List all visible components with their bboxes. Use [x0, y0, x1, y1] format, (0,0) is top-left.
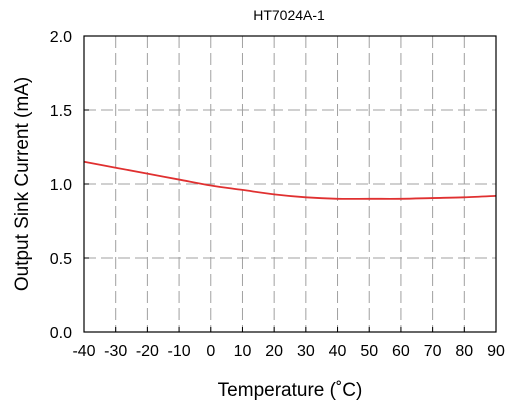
x-tick-label: 60: [392, 343, 410, 360]
y-axis-label: Output Sink Current (mA): [12, 77, 33, 291]
x-tick-label: 40: [329, 343, 347, 360]
x-tick-label: 30: [297, 343, 315, 360]
y-tick-label: 1.5: [50, 103, 72, 120]
y-tick-label: 0.0: [50, 325, 72, 342]
x-tick-label: 90: [487, 343, 505, 360]
y-tick-label: 1.0: [50, 177, 72, 194]
grid-lines: [84, 36, 496, 332]
x-tick-label: 20: [265, 343, 283, 360]
x-tick-label: 80: [455, 343, 473, 360]
y-tick-label: 2.0: [50, 29, 72, 46]
series-line: [83, 160, 497, 200]
x-axis-label: Temperature (˚C): [218, 380, 363, 401]
x-tick-label: 0: [206, 343, 215, 360]
chart-title: HT7024A-1: [253, 7, 325, 23]
y-tick-label: 0.5: [50, 251, 72, 268]
x-tick-label: 50: [360, 343, 378, 360]
x-tick-label: -10: [168, 343, 191, 360]
x-tick-label: -30: [104, 343, 127, 360]
x-tick-label: -20: [136, 343, 159, 360]
x-tick-label: 70: [424, 343, 442, 360]
tick-layer: -40 -30 -20 -10 0 10 20 30 40 50 60 70 80 90 0.0 0.5 1.0…: [50, 29, 505, 360]
series-layer: [83, 160, 497, 200]
x-tick-label: -40: [72, 343, 95, 360]
x-tick-label: 10: [234, 343, 252, 360]
